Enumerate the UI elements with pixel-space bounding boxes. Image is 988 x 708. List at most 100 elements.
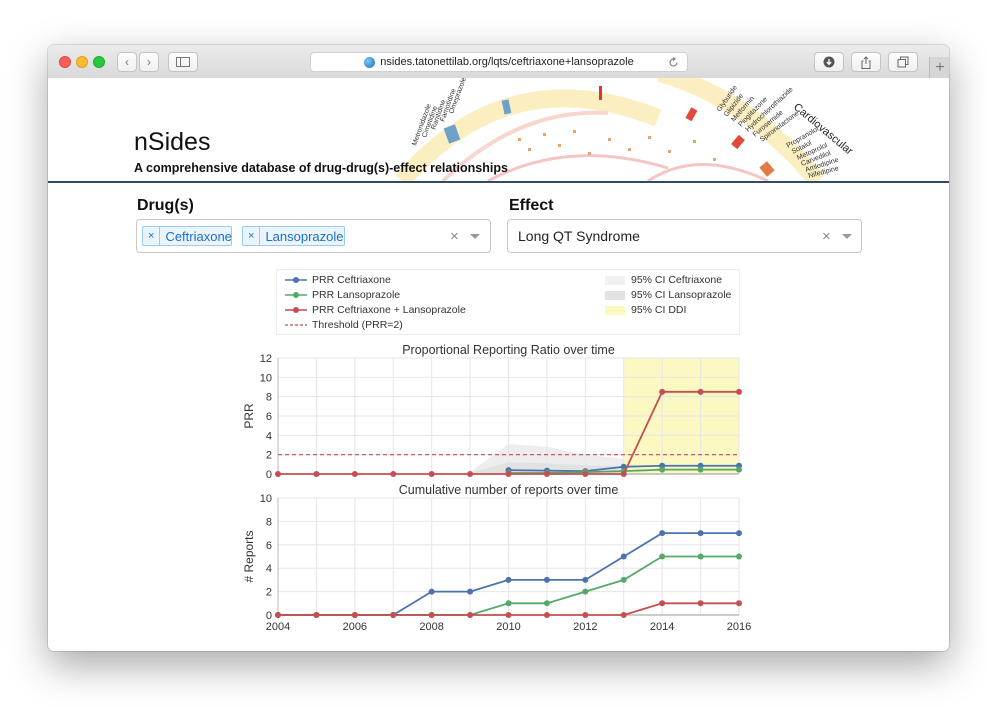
reports-x-tick-label: 2016: [727, 621, 751, 633]
prr-chart-title: Proportional Reporting Ratio over time: [402, 343, 615, 357]
clear-icon[interactable]: ×: [822, 228, 831, 245]
legend-item[interactable]: PRR Lansoprazole: [285, 288, 400, 302]
reports-data-point: [697, 600, 704, 607]
chevron-down-icon[interactable]: [470, 234, 480, 239]
reports-y-axis-label: # Reports: [242, 530, 256, 582]
prr-data-point: [428, 471, 435, 477]
drug-chip-ceftriaxone: × Ceftriaxone: [142, 226, 232, 246]
reports-data-point: [275, 612, 281, 618]
reports-data-point: [620, 553, 627, 560]
prr-data-point: [736, 388, 742, 395]
prr-data-point: [697, 388, 704, 395]
reports-data-point: [620, 576, 627, 583]
reports-data-point: [697, 553, 704, 560]
address-bar[interactable]: nsides.tatonettilab.org/lqts/ceftriaxone…: [310, 52, 688, 72]
reports-data-point: [505, 600, 512, 607]
reports-series-line: [278, 602, 739, 616]
prr-y-tick-label: 12: [260, 353, 272, 365]
legend-label: PRR Ceftriaxone: [312, 274, 391, 286]
prr-data-point: [659, 388, 666, 395]
prr-data-point: [505, 470, 512, 477]
legend-line-icon: [285, 292, 307, 298]
prr-data-point: [736, 466, 742, 473]
reports-data-point: [543, 612, 550, 618]
legend-label: Threshold (PRR=2): [312, 319, 403, 331]
reports-data-point: [543, 576, 550, 583]
zoom-window-button[interactable]: [93, 56, 105, 68]
prr-data-point: [505, 467, 512, 474]
reload-icon[interactable]: [668, 57, 679, 68]
reports-data-point: [582, 588, 589, 595]
tabs-button[interactable]: [888, 52, 918, 72]
close-window-button[interactable]: [59, 56, 71, 68]
reports-data-point: [467, 612, 474, 618]
prr-ci-band: [470, 444, 739, 474]
clear-icon[interactable]: ×: [450, 228, 459, 245]
sidebar-icon: [176, 57, 190, 67]
prr-data-point: [582, 468, 589, 475]
prr-data-point: [275, 471, 281, 477]
reports-x-tick-label: 2004: [266, 621, 290, 633]
prr-y-tick-label: 6: [266, 411, 272, 423]
prr-data-point: [313, 471, 320, 477]
new-tab-button[interactable]: +: [929, 57, 949, 78]
legend-item[interactable]: PRR Ceftriaxone: [285, 273, 391, 287]
reports-y-tick-label: 4: [266, 563, 272, 575]
prr-data-point: [543, 467, 550, 474]
downloads-button[interactable]: [814, 52, 844, 72]
reports-data-point: [351, 612, 358, 618]
legend-label: PRR Ceftriaxone + Lansoprazole: [312, 304, 466, 316]
prr-data-point: [697, 462, 704, 469]
reports-data-point: [736, 553, 742, 560]
forward-button[interactable]: ›: [139, 52, 159, 72]
reports-x-tick-label: 2014: [650, 621, 674, 633]
legend-item[interactable]: Threshold (PRR=2): [285, 318, 403, 332]
prr-y-tick-label: 4: [266, 430, 272, 442]
reports-x-tick-label: 2006: [343, 621, 367, 633]
drugs-select[interactable]: × Ceftriaxone × Lansoprazole ×: [136, 219, 491, 253]
back-button[interactable]: ‹: [117, 52, 137, 72]
legend-line-icon: [285, 277, 307, 283]
legend-item[interactable]: PRR Ceftriaxone + Lansoprazole: [285, 303, 466, 317]
reports-series-line: [278, 555, 739, 616]
reports-data-point: [736, 600, 742, 607]
share-icon: [861, 55, 871, 69]
prr-ci-band: [470, 462, 739, 474]
browser-toolbar: ‹ › nsides.tatonettilab.org/lqts/ceftria…: [48, 45, 949, 79]
chevron-down-icon[interactable]: [842, 234, 852, 239]
prr-data-point: [620, 463, 627, 470]
legend-swatch: [605, 305, 625, 315]
prr-data-point: [543, 470, 550, 477]
legend-item[interactable]: 95% CI Ceftriaxone: [605, 273, 722, 287]
reports-data-point: [505, 576, 512, 583]
reports-data-point: [659, 553, 666, 560]
effect-select[interactable]: Long QT Syndrome ×: [507, 219, 862, 253]
reports-data-point: [390, 612, 397, 618]
tabs-icon: [897, 56, 909, 68]
legend-item[interactable]: 95% CI DDI: [605, 303, 686, 317]
reports-data-point: [390, 612, 397, 618]
legend-item[interactable]: 95% CI Lansoprazole: [605, 288, 731, 302]
minimize-window-button[interactable]: [76, 56, 88, 68]
reports-data-point: [697, 530, 704, 537]
prr-data-point: [582, 469, 589, 476]
legend-dashed-line-icon: [285, 324, 307, 326]
reports-data-point: [390, 612, 397, 618]
drug-chip-lansoprazole: × Lansoprazole: [242, 226, 345, 246]
prr-y-axis-label: PRR: [242, 403, 256, 429]
chart-legend: PRR Ceftriaxone PRR Lansoprazole PRR Cef…: [276, 269, 740, 335]
sidebar-button[interactable]: [168, 52, 198, 72]
remove-chip-icon[interactable]: ×: [143, 227, 161, 245]
prr-data-point: [736, 462, 742, 469]
site-header: Metronidazole Cimetidine Ranitidine Famo…: [48, 78, 949, 183]
reports-data-point: [275, 612, 281, 618]
reports-data-point: [582, 612, 589, 618]
reports-data-point: [467, 612, 474, 618]
download-icon: [823, 56, 835, 68]
reports-data-point: [275, 612, 281, 618]
globe-icon: [364, 56, 376, 68]
legend-label: 95% CI Ceftriaxone: [631, 274, 723, 286]
legend-swatch: [605, 290, 625, 300]
share-button[interactable]: [851, 52, 881, 72]
remove-chip-icon[interactable]: ×: [243, 227, 261, 245]
